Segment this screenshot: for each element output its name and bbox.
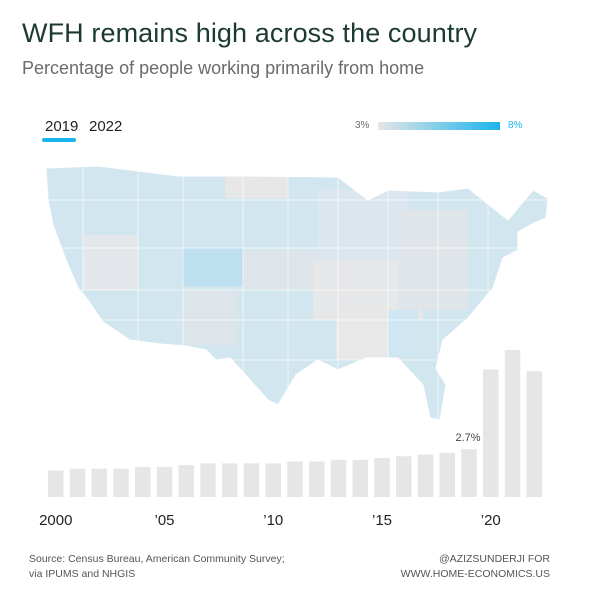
wfh-bar-chart: 2000 ’05 ’10 ’15 ’20 2.7%: [39, 350, 542, 525]
x-tick-label: ’10: [263, 512, 283, 525]
bar-2017: [417, 454, 434, 497]
bar-2014: [352, 459, 368, 497]
x-tick-label: ’05: [154, 512, 174, 525]
bar-2013: [330, 459, 347, 497]
bar-2015: [374, 458, 390, 497]
bar-2005: [156, 466, 173, 497]
bar-2006: [178, 465, 194, 497]
source-note: Source: Census Bureau, American Communit…: [29, 553, 285, 580]
legend-max-label: 8%: [508, 120, 523, 131]
legend-min-label: 3%: [355, 120, 370, 131]
alabama-shape: [336, 310, 388, 360]
new-mexico-shape: [183, 290, 238, 345]
bar-2001: [69, 468, 86, 497]
bar-2009: [243, 463, 260, 497]
state-borders: [38, 160, 558, 430]
bar-2012: [309, 461, 325, 497]
tab-2019[interactable]: 2019: [45, 118, 79, 135]
east-shape: [398, 210, 468, 310]
tab-2022[interactable]: 2022: [89, 118, 123, 135]
legend-gradient: [378, 122, 500, 130]
x-tick-label: 2000: [39, 512, 72, 525]
credit-note: @AZIZSUNDERJI FOR WWW.HOME-ECONOMICS.US: [400, 553, 550, 580]
bar-2011: [287, 461, 303, 497]
bar-2002: [91, 468, 107, 497]
x-tick-label: ’20: [481, 512, 501, 525]
bar-2003: [113, 468, 129, 497]
colorado-shape: [183, 248, 243, 286]
bar-2018: [439, 452, 455, 497]
us-map: [38, 160, 558, 430]
plains-shape: [243, 250, 318, 290]
bar-2007: [200, 463, 216, 497]
great-lakes-shape: [318, 190, 408, 260]
chart-subtitle: Percentage of people working primarily f…: [22, 58, 425, 78]
georgia-shape: [388, 310, 418, 355]
us-outline: [45, 165, 549, 421]
chart-title: WFH remains high across the country: [22, 18, 478, 48]
nevada-shape: [83, 235, 138, 290]
bar-2010: [265, 463, 281, 497]
bar-2008: [222, 463, 238, 497]
north-dakota-shape: [225, 166, 287, 198]
bar-2022: [526, 371, 542, 497]
bar-2004: [135, 466, 151, 497]
bar-2016: [396, 456, 412, 497]
selected-tab-indicator: [42, 138, 76, 142]
x-tick-label: ’15: [372, 512, 392, 525]
bar-2020: [483, 369, 499, 497]
bar-2019: [461, 449, 477, 497]
bar-annotation-label: 2.7%: [455, 432, 480, 444]
bar-2000: [48, 470, 64, 497]
bar-2021: [504, 350, 521, 497]
